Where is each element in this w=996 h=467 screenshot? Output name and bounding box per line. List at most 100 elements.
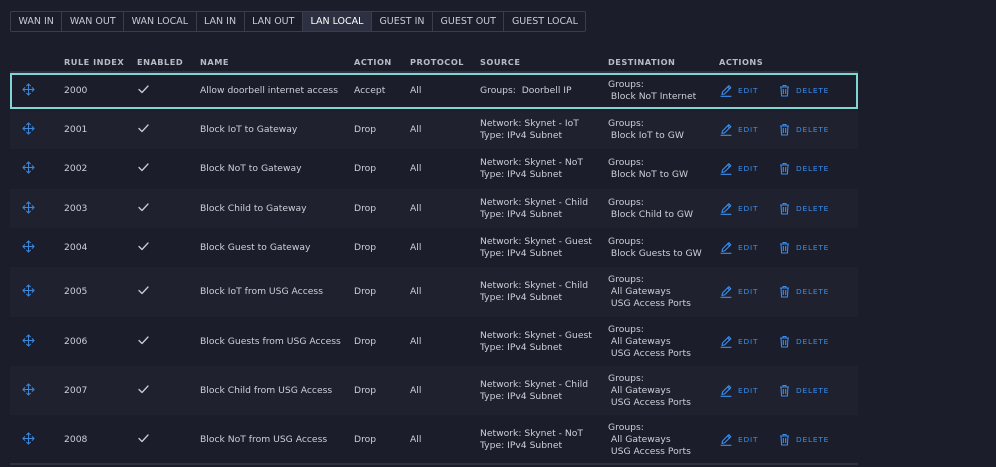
rule-source: Network: Skynet - Child Type: IPv4 Subnet — [480, 280, 588, 304]
rule-action: Drop — [354, 163, 377, 174]
pencil-icon — [720, 84, 738, 97]
source-line: Network: Skynet - NoT — [480, 157, 583, 168]
source-line: Type: IPv4 Subnet — [480, 292, 563, 303]
delete-button[interactable]: DELETE — [779, 384, 829, 397]
table-row[interactable]: 2003 Block Child to Gateway Drop All Network… — [10, 189, 858, 228]
source-line: Network: Skynet - Child — [480, 280, 589, 291]
edit-button[interactable]: EDIT — [720, 123, 758, 136]
source-line: Network: Skynet - Guest — [480, 235, 592, 247]
source-line: Network: Skynet - IoT — [480, 118, 579, 129]
tab-guest-out[interactable]: GUEST OUT — [433, 12, 505, 31]
delete-button[interactable]: DELETE — [779, 285, 829, 298]
delete-label: DELETE — [796, 336, 830, 346]
source-line: Type: IPv4 Subnet — [480, 208, 563, 220]
destination-line: Groups: — [608, 79, 644, 90]
destination-line: Groups: — [608, 118, 644, 129]
rule-source: Network: Skynet - NoT Type: IPv4 Subnet — [480, 157, 583, 181]
pencil-icon — [720, 162, 738, 175]
rule-protocol: All — [410, 85, 422, 96]
edit-label: EDIT — [738, 203, 759, 213]
rule-protocol: All — [410, 433, 422, 445]
tab-lan-out[interactable]: LAN OUT — [245, 12, 303, 31]
rule-index: 2001 — [64, 124, 88, 135]
column-protocol[interactable]: PROTOCOL — [410, 57, 464, 67]
rule-action: Drop — [354, 241, 377, 253]
drag-handle-icon[interactable] — [22, 333, 35, 347]
drag-handle-icon[interactable] — [22, 382, 35, 396]
edit-button[interactable]: EDIT — [720, 241, 758, 254]
edit-label: EDIT — [738, 287, 759, 296]
ruleset-tabs: WAN IN WAN OUT WAN LOCAL LAN IN LAN OUT … — [10, 11, 587, 32]
table-row[interactable]: 2005 Block IoT from USG Access Drop All Netw… — [10, 267, 858, 317]
table-header: RULE INDEX ENABLED NAME ACTION PROTOCOL … — [10, 53, 858, 73]
destination-line: All Gateways — [608, 433, 671, 445]
rule-source: Network: Skynet - NoT Type: IPv4 Subnet — [480, 428, 583, 452]
rule-index: 2004 — [64, 241, 88, 253]
rule-source: Network: Skynet - Child Type: IPv4 Subnet — [480, 197, 588, 221]
table-row[interactable]: 2002 Block NoT to Gateway Drop All Network: … — [10, 149, 858, 189]
trash-icon — [779, 84, 796, 97]
source-line: Network: Skynet - Guest — [480, 329, 592, 341]
delete-button[interactable]: DELETE — [779, 335, 829, 348]
rule-source: Groups: Doorbell IP — [480, 85, 572, 97]
delete-button[interactable]: DELETE — [779, 241, 829, 254]
drag-handle-icon[interactable] — [22, 161, 35, 174]
source-line: Type: IPv4 Subnet — [480, 169, 563, 180]
column-rule-index[interactable]: RULE INDEX — [64, 57, 125, 67]
destination-line: USG Access Ports — [608, 298, 691, 309]
column-source[interactable]: SOURCE — [480, 57, 521, 67]
tab-guest-in[interactable]: GUEST IN — [372, 12, 434, 31]
delete-button[interactable]: DELETE — [779, 123, 829, 136]
drag-handle-icon[interactable] — [22, 122, 35, 135]
drag-handle-icon[interactable] — [22, 284, 35, 297]
pencil-icon — [720, 123, 738, 136]
column-enabled[interactable]: ENABLED — [137, 57, 184, 67]
rule-destination: Groups: Block NoT to GW — [608, 157, 688, 181]
destination-line: USG Access Ports — [608, 445, 691, 457]
edit-button[interactable]: EDIT — [720, 162, 758, 175]
tab-lan-in[interactable]: LAN IN — [197, 12, 245, 31]
column-destination[interactable]: DESTINATION — [608, 57, 676, 67]
tab-wan-local[interactable]: WAN LOCAL — [124, 12, 197, 31]
destination-line: All Gateways — [608, 384, 671, 396]
source-line: Network: Skynet - Child — [480, 378, 589, 390]
delete-button[interactable]: DELETE — [779, 84, 829, 97]
drag-handle-icon[interactable] — [22, 83, 35, 96]
rule-source: Network: Skynet - Guest Type: IPv4 Subnet — [480, 236, 592, 260]
table-row[interactable]: 2006 Block Guests from USG Access Drop All N… — [10, 317, 858, 366]
rule-index: 2000 — [64, 85, 88, 96]
edit-button[interactable]: EDIT — [720, 433, 758, 446]
edit-button[interactable]: EDIT — [720, 384, 758, 397]
tab-guest-local[interactable]: GUEST LOCAL — [511, 16, 578, 27]
pencil-icon — [720, 384, 738, 397]
edit-button[interactable]: EDIT — [720, 285, 758, 298]
column-name[interactable]: NAME — [200, 57, 229, 67]
destination-line: Groups: — [608, 372, 644, 384]
destination-line: Block Child to GW — [608, 208, 694, 220]
tab-wan-out[interactable]: WAN OUT — [62, 12, 125, 31]
edit-button[interactable]: EDIT — [720, 84, 758, 97]
table-row[interactable]: 2008 Block NoT from USG Access Drop All Netw… — [10, 415, 858, 464]
table-row[interactable]: 2007 Block Child from USG Access Drop All Ne… — [10, 366, 858, 415]
destination-line: Block IoT to GW — [608, 130, 684, 141]
tab-lan-local[interactable]: LAN LOCAL — [302, 12, 372, 31]
destination-line: Block NoT Internet — [608, 91, 697, 102]
destination-line: USG Access Ports — [608, 396, 691, 408]
drag-handle-icon[interactable] — [22, 239, 35, 253]
destination-line: Groups: — [608, 274, 644, 285]
delete-button[interactable]: DELETE — [779, 162, 829, 175]
enabled-checkmark-icon — [138, 163, 149, 172]
drag-handle-icon[interactable] — [22, 431, 35, 445]
rule-protocol: All — [410, 384, 422, 396]
table-row[interactable]: 2000 Allow doorbell internet access Accept… — [10, 73, 858, 109]
delete-button[interactable]: DELETE — [779, 202, 829, 215]
tab-wan-in[interactable]: WAN IN — [11, 12, 63, 31]
table-row[interactable]: 2004 Block Guest to Gateway Drop All Network… — [10, 228, 858, 267]
edit-button[interactable]: EDIT — [720, 335, 758, 348]
destination-line: Groups: — [608, 157, 644, 168]
column-action[interactable]: ACTION — [354, 57, 392, 67]
table-row[interactable]: 2001 Block IoT to Gateway Drop All Network: … — [10, 111, 858, 149]
drag-handle-icon[interactable] — [22, 200, 35, 214]
delete-button[interactable]: DELETE — [779, 433, 829, 446]
edit-button[interactable]: EDIT — [720, 202, 758, 215]
